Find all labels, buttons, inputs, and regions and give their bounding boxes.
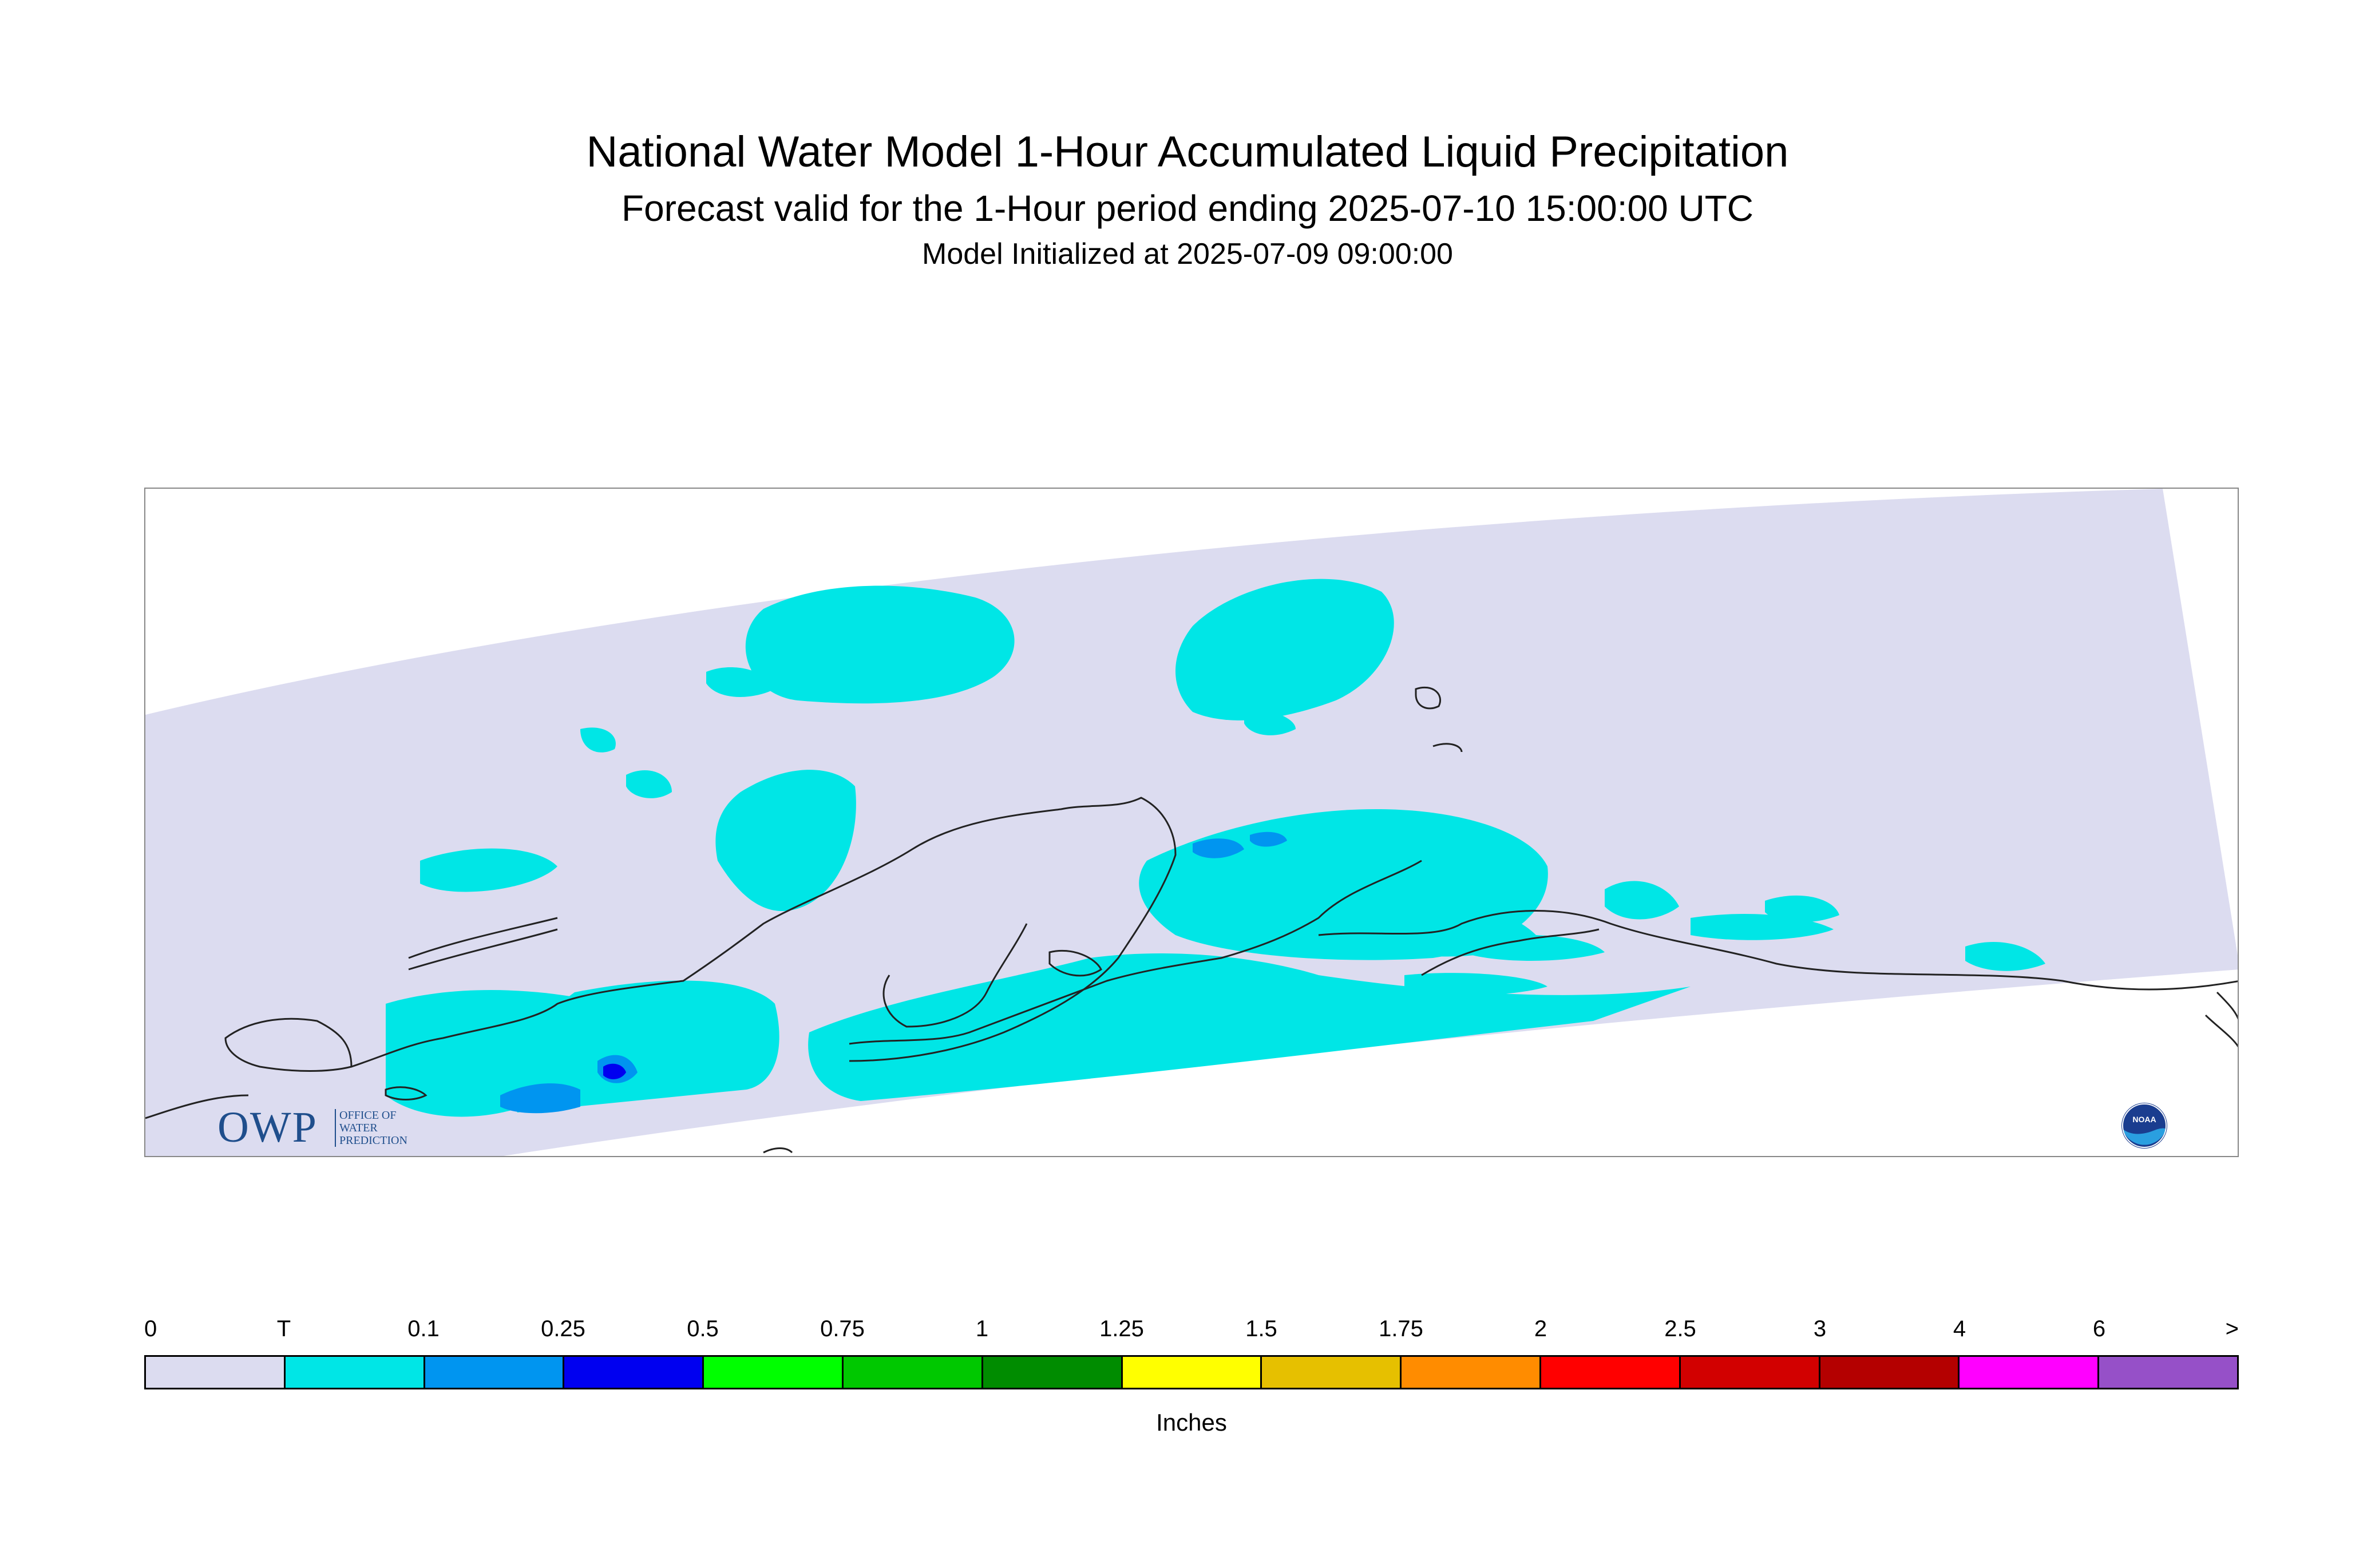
legend-swatch: [1680, 1357, 1820, 1388]
heavy-precip-area: [603, 1063, 626, 1079]
legend-tick-label: 1.5: [1245, 1316, 1277, 1341]
chart-title: National Water Model 1-Hour Accumulated …: [586, 128, 1789, 176]
legend-tick-label: 2.5: [1664, 1316, 1696, 1341]
legend-swatch: [1402, 1357, 1541, 1388]
legend-color-bar: [144, 1355, 2239, 1389]
legend-swatch: [1541, 1357, 1681, 1388]
legend-swatch: [146, 1357, 286, 1388]
legend-swatch: [285, 1357, 425, 1388]
legend-tick-label: 1.75: [1379, 1316, 1423, 1341]
legend-unit-label: Inches: [1156, 1409, 1227, 1436]
legend-tick-label: T: [276, 1316, 291, 1341]
model-init-label: Model Initialized at 2025-07-09 09:00:00: [922, 237, 1453, 271]
forecast-valid-subtitle: Forecast valid for the 1-Hour period end…: [621, 188, 1754, 229]
legend-tick-label: 0: [144, 1316, 157, 1341]
legend-tick-label: 2: [1534, 1316, 1547, 1341]
legend-swatch: [983, 1357, 1123, 1388]
legend-tick-label: 0.25: [541, 1316, 585, 1341]
legend-tick-label: 0.75: [820, 1316, 865, 1341]
map-canvas: [145, 489, 2238, 1156]
owp-logo: OWP OFFICE OF WATER PREDICTION: [217, 1104, 435, 1150]
owp-logo-letters: OWP: [217, 1103, 318, 1151]
legend-swatch: [1820, 1357, 1960, 1388]
legend-swatch: [425, 1357, 565, 1388]
legend-tick-label: 3: [1813, 1316, 1827, 1341]
noaa-logo-text: NOAA: [2132, 1115, 2156, 1124]
legend-tick-label: 0.5: [687, 1316, 719, 1341]
legend-tick-label: 6: [2092, 1316, 2106, 1341]
noaa-logo: NOAA: [2121, 1103, 2167, 1149]
precipitation-map: [144, 488, 2239, 1157]
legend-tick-label: 4: [1953, 1316, 1966, 1341]
legend-swatch: [843, 1357, 983, 1388]
legend-tick-label: 1.25: [1099, 1316, 1144, 1341]
legend-tick-label: 1: [975, 1316, 989, 1341]
legend-swatch: [2099, 1357, 2237, 1388]
legend-swatch: [704, 1357, 844, 1388]
coastlines: [145, 686, 2238, 1154]
legend-tick-label: >: [2225, 1316, 2239, 1341]
legend-swatch: [1960, 1357, 2100, 1388]
owp-logo-text: OFFICE OF WATER PREDICTION: [335, 1109, 407, 1147]
legend-swatch: [1122, 1357, 1262, 1388]
legend-swatch: [564, 1357, 704, 1388]
color-legend: 0 T 0.1 0.25 0.5 0.75 1 1.25 1.5 1.75 2 2.5 3 4 6 > Inc…: [144, 1316, 2239, 1442]
legend-tick-label: 0.1: [407, 1316, 440, 1341]
legend-swatch: [1262, 1357, 1402, 1388]
